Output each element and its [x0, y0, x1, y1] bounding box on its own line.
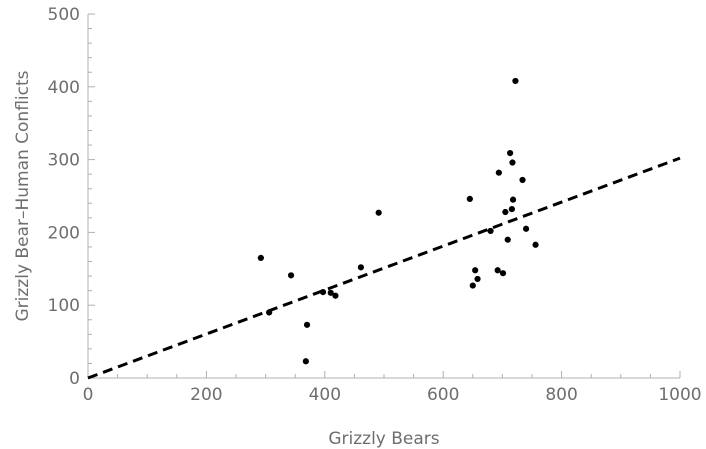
data-points — [257, 77, 539, 365]
data-point — [332, 292, 339, 299]
y-tick-label: 400 — [48, 78, 80, 98]
data-point — [266, 309, 273, 316]
data-point — [469, 282, 476, 289]
data-point — [303, 321, 311, 328]
data-point — [506, 149, 514, 157]
data-point — [472, 267, 479, 274]
x-tick-label: 1000 — [658, 385, 701, 405]
data-point — [509, 159, 516, 166]
y-tick-label: 300 — [48, 151, 80, 171]
data-point — [494, 267, 501, 274]
x-tick-label: 600 — [427, 385, 459, 405]
data-point — [319, 288, 327, 296]
y-tick-label: 100 — [48, 296, 80, 316]
data-point — [302, 358, 309, 365]
y-axis-label: Grizzly Bear–Human Conflicts — [13, 70, 33, 321]
data-point — [509, 196, 517, 203]
data-point — [504, 236, 511, 243]
x-tick-label: 200 — [190, 385, 222, 405]
data-point — [474, 275, 481, 283]
data-point — [532, 241, 539, 248]
y-tick-label: 0 — [69, 369, 80, 389]
x-tick-label: 800 — [545, 385, 577, 405]
data-point — [499, 270, 507, 277]
data-point — [487, 227, 494, 235]
data-point — [508, 206, 515, 213]
x-axis-ticks: 0 200 400 600 800 1000 — [83, 371, 702, 405]
data-point — [287, 272, 295, 279]
data-point — [522, 225, 530, 232]
y-tick-label: 500 — [48, 5, 80, 25]
dashed-fit-line — [87, 156, 681, 380]
y-tick-label: 200 — [48, 223, 80, 243]
data-point — [375, 209, 382, 216]
data-point — [495, 169, 502, 176]
data-point — [512, 77, 519, 85]
trend-line-group — [87, 156, 681, 380]
data-point — [466, 195, 473, 203]
x-tick-label: 400 — [309, 385, 341, 405]
x-tick-label: 0 — [83, 385, 94, 405]
axes — [87, 14, 680, 379]
data-point — [257, 254, 264, 261]
data-point — [327, 289, 334, 296]
data-point — [357, 264, 365, 271]
data-point — [502, 208, 509, 216]
x-axis-label: Grizzly Bears — [328, 429, 439, 449]
y-axis-ticks: 0 100 200 300 400 500 — [48, 5, 95, 389]
data-point — [519, 176, 526, 184]
